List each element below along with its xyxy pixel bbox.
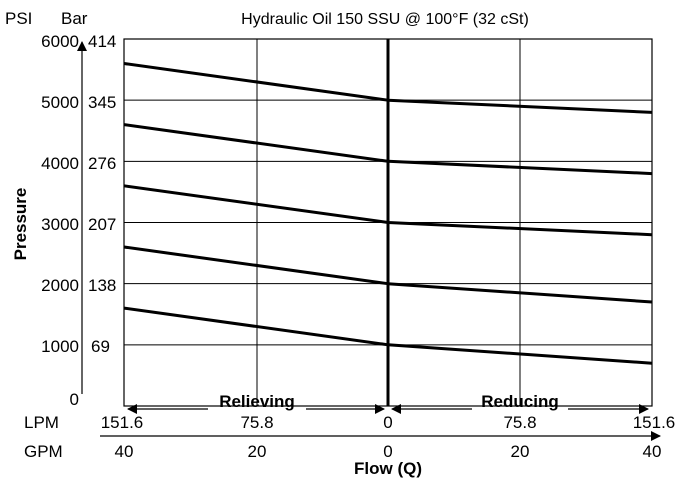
psi-unit-label: PSI bbox=[5, 9, 32, 28]
psi-tick-5000: 5000 bbox=[41, 93, 79, 112]
x-axis-label: Flow (Q) bbox=[354, 459, 422, 478]
gpm-tick-zero: 0 bbox=[383, 442, 392, 461]
reducing-label: Reducing bbox=[481, 392, 558, 411]
x-ticks-lpm: 151.6 75.8 0 75.8 151.6 bbox=[101, 413, 676, 432]
gpm-unit-label: GPM bbox=[24, 442, 63, 461]
series-group bbox=[123, 62, 653, 365]
x-ticks-gpm: 40 20 0 20 40 bbox=[115, 442, 662, 461]
psi-tick-1000: 1000 bbox=[41, 337, 79, 356]
psi-tick-4000: 4000 bbox=[41, 154, 79, 173]
gpm-tick-right-max: 40 bbox=[643, 442, 662, 461]
bar-unit-label: Bar bbox=[61, 9, 88, 28]
psi-tick-3000: 3000 bbox=[41, 215, 79, 234]
lpm-tick-zero: 0 bbox=[383, 413, 392, 432]
relieving-region-marker: Relieving bbox=[127, 392, 385, 414]
lpm-tick-left-mid: 75.8 bbox=[240, 413, 273, 432]
bar-tick-414: 414 bbox=[88, 32, 116, 51]
y-ticks-bar: 69 138 207 276 345 414 bbox=[88, 32, 116, 356]
bar-tick-345: 345 bbox=[88, 93, 116, 112]
gpm-tick-right-mid: 20 bbox=[511, 442, 530, 461]
psi-tick-0: 0 bbox=[70, 390, 79, 409]
series-line-5 bbox=[123, 62, 653, 114]
series-line-1 bbox=[123, 306, 653, 365]
reducing-region-marker: Reducing bbox=[391, 392, 649, 414]
y-axis-label: Pressure bbox=[11, 188, 30, 261]
bar-tick-138: 138 bbox=[88, 276, 116, 295]
chart-title: Hydraulic Oil 150 SSU @ 100°F (32 cSt) bbox=[241, 11, 529, 28]
series-line-3 bbox=[123, 184, 653, 237]
bar-tick-207: 207 bbox=[88, 215, 116, 234]
gpm-tick-left-max: 40 bbox=[115, 442, 134, 461]
psi-tick-2000: 2000 bbox=[41, 276, 79, 295]
relieving-label: Relieving bbox=[219, 392, 295, 411]
lpm-tick-left-max: 151.6 bbox=[101, 413, 144, 432]
psi-tick-6000: 6000 bbox=[41, 32, 79, 51]
lpm-tick-right-max: 151.6 bbox=[633, 413, 676, 432]
bar-tick-69: 69 bbox=[91, 337, 110, 356]
lpm-unit-label: LPM bbox=[24, 413, 59, 432]
series-line-2 bbox=[123, 245, 653, 304]
gpm-tick-left-mid: 20 bbox=[248, 442, 267, 461]
bar-tick-276: 276 bbox=[88, 154, 116, 173]
lpm-tick-right-mid: 75.8 bbox=[503, 413, 536, 432]
y-ticks-psi: 0 1000 2000 3000 4000 5000 6000 bbox=[41, 32, 79, 409]
series-line-4 bbox=[123, 123, 653, 176]
